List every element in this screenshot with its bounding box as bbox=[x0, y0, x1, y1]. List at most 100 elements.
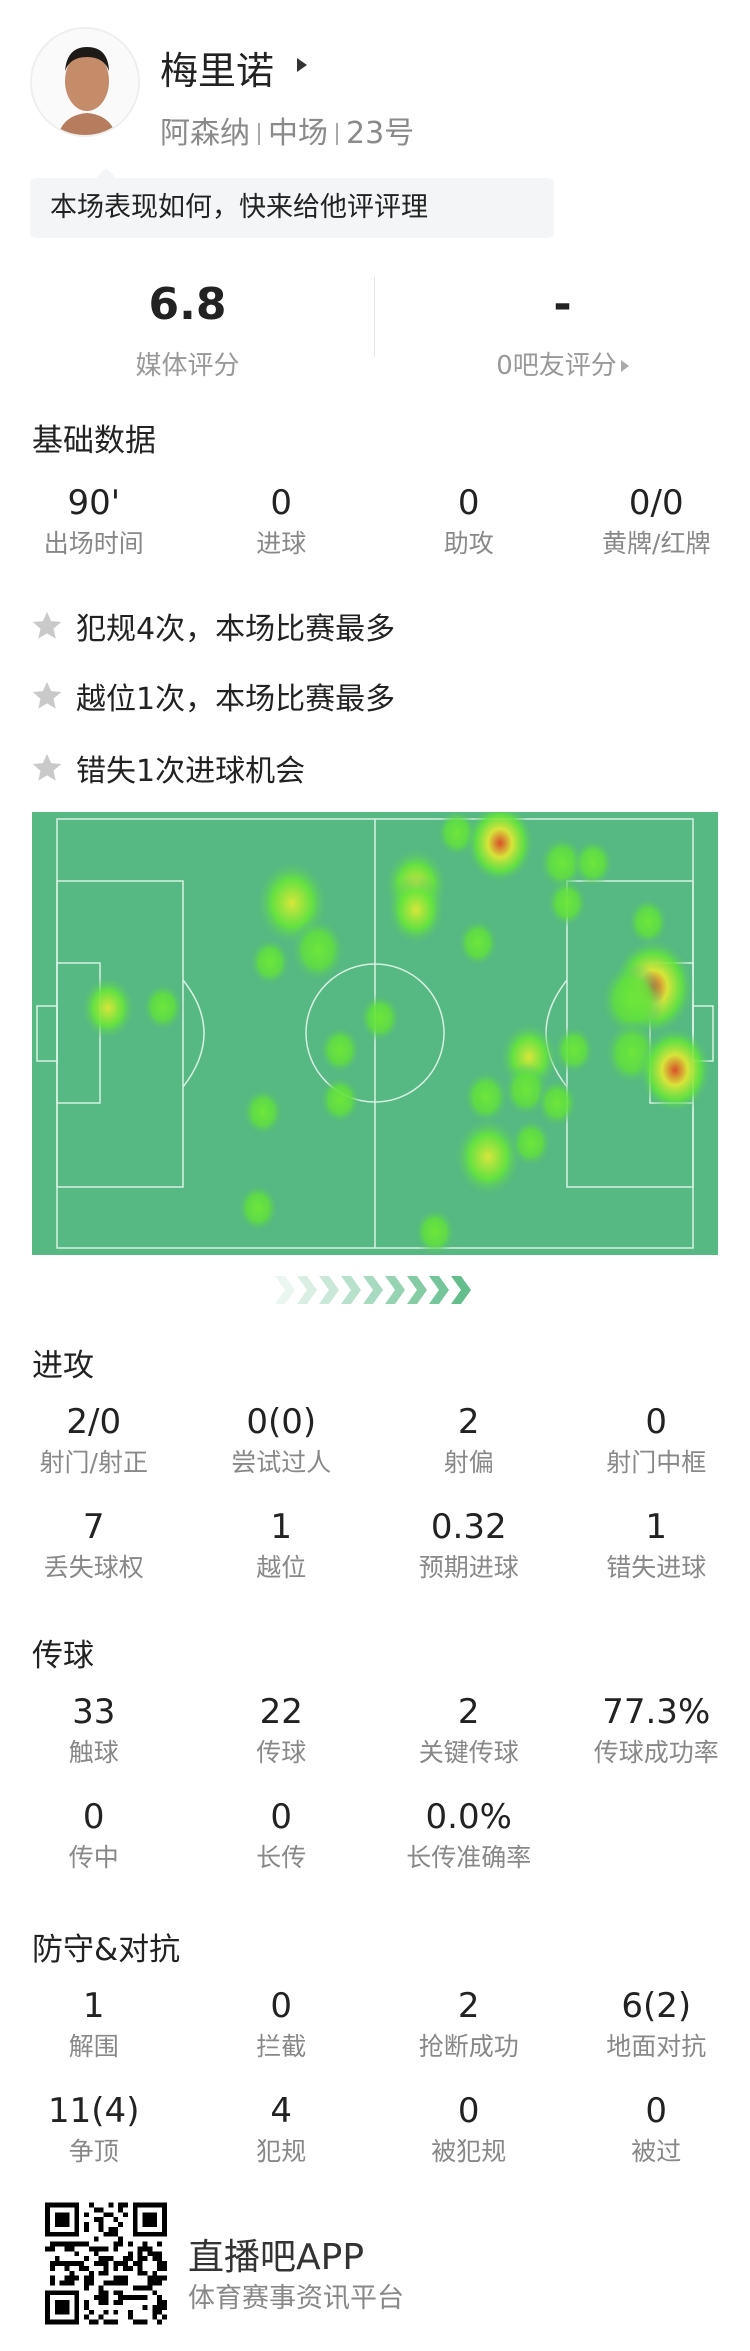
stat-value: 7 bbox=[82, 1507, 105, 1547]
section-title: 防守&对抗 bbox=[32, 1932, 181, 1968]
stat-value: 0 bbox=[645, 1402, 668, 1442]
heat-spot bbox=[414, 1207, 456, 1255]
stat-cell: 7 丢失球权 bbox=[0, 1506, 188, 1611]
stat-row: 7 丢失球权 1 越位 0.32 预期进球 1 错失进球 bbox=[0, 1506, 750, 1611]
heatmap-pitch bbox=[32, 812, 718, 1255]
stat-value: 1 bbox=[270, 1507, 293, 1547]
stat-cell: 0 被犯规 bbox=[375, 2090, 563, 2195]
player-name[interactable]: 梅里诺 bbox=[160, 49, 275, 93]
stat-label: 犯规 bbox=[256, 2137, 307, 2166]
stat-row: 11(4) 争顶 4 犯规 0 被犯规 0 被过 bbox=[0, 2090, 750, 2195]
stat-label: 被过 bbox=[631, 2137, 682, 2166]
heat-spot bbox=[465, 812, 535, 884]
stat-value: 0.0% bbox=[425, 1797, 512, 1837]
stat-label: 尝试过人 bbox=[231, 1448, 332, 1477]
stat-value: 0 bbox=[270, 1797, 293, 1837]
heat-spot bbox=[510, 1118, 552, 1168]
separator bbox=[258, 123, 260, 145]
stat-cell: 1 错失进球 bbox=[563, 1506, 750, 1611]
stat-value: 0.32 bbox=[430, 1507, 507, 1547]
stat-row: 33 触球 22 传球 2 关键传球 77.3% 传球成功率 bbox=[0, 1691, 750, 1796]
section-stats: 33 触球 22 传球 2 关键传球 77.3% 传球成功率 0 传中 0 长传 0.0% 长传准确率 bbox=[0, 1691, 750, 1901]
stat-label: 射门/射正 bbox=[39, 1448, 148, 1477]
stat-label: 进球 bbox=[256, 529, 307, 558]
highlight-text: 错失1次进球机会 bbox=[76, 754, 306, 789]
stat-cell: 6(2) 地面对抗 bbox=[563, 1985, 750, 2090]
heat-spot bbox=[290, 917, 346, 983]
stat-value: 22 bbox=[259, 1692, 303, 1732]
media-rating-label: 媒体评分 bbox=[135, 351, 240, 381]
stat-value: 6(2) bbox=[621, 1986, 692, 2026]
heat-spot bbox=[237, 1183, 279, 1233]
stat-label: 长传准确率 bbox=[406, 1843, 532, 1872]
stat-value: 0 bbox=[457, 483, 480, 523]
heat-spot bbox=[539, 836, 585, 890]
highlight-item: 越位1次，本场比赛最多 bbox=[30, 674, 395, 718]
stat-label: 助攻 bbox=[443, 529, 494, 558]
stat-cell: 0 助攻 bbox=[375, 482, 563, 587]
stat-value: 0(0) bbox=[246, 1402, 317, 1442]
section-stats: 2/0 射门/射正 0(0) 尝试过人 2 射偏 0 射门中框 7 丢失球权 1 越位 0.32 预期进球… bbox=[0, 1401, 750, 1611]
fan-rating-text: 0吧友评分 bbox=[496, 351, 617, 381]
app-tagline: 体育赛事资讯平台 bbox=[188, 2283, 404, 2314]
highlight-text: 越位1次，本场比赛最多 bbox=[76, 682, 396, 717]
heat-spot bbox=[319, 1025, 361, 1075]
player-photo-icon bbox=[32, 29, 138, 135]
stat-cell: 2 关键传球 bbox=[375, 1691, 563, 1796]
stat-value: 0 bbox=[270, 483, 293, 523]
heat-spot bbox=[359, 993, 401, 1043]
caret-right-icon[interactable] bbox=[297, 58, 307, 72]
caret-right-icon bbox=[620, 360, 629, 372]
stat-label: 争顶 bbox=[68, 2137, 119, 2166]
stat-label: 射偏 bbox=[443, 1448, 494, 1477]
media-rating: 6.8 媒体评分 bbox=[0, 275, 375, 382]
stat-label: 触球 bbox=[68, 1738, 119, 1767]
stat-value: 0 bbox=[82, 1797, 105, 1837]
stat-value: 33 bbox=[72, 1692, 116, 1732]
stat-label: 传球成功率 bbox=[593, 1738, 719, 1767]
arrow-chevron-icon bbox=[319, 1276, 339, 1304]
stat-value: 0 bbox=[457, 2091, 480, 2131]
heat-spot bbox=[536, 1078, 578, 1128]
stat-cell: 33 触球 bbox=[0, 1691, 188, 1796]
arrow-chevron-icon bbox=[429, 1276, 449, 1304]
heat-spot bbox=[572, 838, 614, 888]
stat-cell: 0.32 预期进球 bbox=[375, 1506, 563, 1611]
fan-rating-label[interactable]: 0吧友评分 bbox=[375, 345, 750, 382]
heat-spot bbox=[142, 982, 184, 1032]
stat-value: 2/0 bbox=[66, 1402, 122, 1442]
player-avatar[interactable] bbox=[30, 27, 140, 137]
stat-cell: 0/0 黄牌/红牌 bbox=[563, 482, 750, 587]
stat-label: 出场时间 bbox=[43, 529, 144, 558]
stat-row: 2/0 射门/射正 0(0) 尝试过人 2 射偏 0 射门中框 bbox=[0, 1401, 750, 1506]
arrow-chevron-icon bbox=[407, 1276, 427, 1304]
stat-label: 被犯规 bbox=[431, 2137, 507, 2166]
section-stats: 1 解围 0 拦截 2 抢断成功 6(2) 地面对抗 11(4) 争顶 4 犯规 0 被犯规 0 被过 bbox=[0, 1985, 750, 2195]
stat-row: 90' 出场时间 0 进球 0 助攻 0/0 黄牌/红牌 bbox=[0, 482, 750, 587]
stat-cell: 2 射偏 bbox=[375, 1401, 563, 1506]
heat-spot bbox=[453, 1116, 523, 1198]
heat-spot bbox=[242, 1087, 284, 1137]
highlight-item: 错失1次进球机会 bbox=[30, 746, 305, 790]
heat-spot bbox=[80, 975, 136, 1041]
stat-label: 预期进球 bbox=[418, 1553, 519, 1582]
heat-spot bbox=[546, 878, 588, 928]
heat-spot bbox=[553, 1025, 595, 1075]
stat-cell: 0 拦截 bbox=[188, 1985, 376, 2090]
stat-cell: 0 射门中框 bbox=[563, 1401, 750, 1506]
stat-cell: 0 被过 bbox=[563, 2090, 750, 2195]
stat-label: 错失进球 bbox=[606, 1553, 707, 1582]
basic-stats: 90' 出场时间 0 进球 0 助攻 0/0 黄牌/红牌 bbox=[0, 482, 750, 587]
fan-rating[interactable]: - 0吧友评分 bbox=[375, 275, 750, 382]
arrow-chevron-icon bbox=[297, 1276, 317, 1304]
stat-value: 1 bbox=[645, 1507, 668, 1547]
rate-prompt-bubble[interactable]: 本场表现如何，快来给他评评理 bbox=[30, 168, 554, 238]
player-position: 中场 bbox=[268, 116, 328, 151]
stat-label: 地面对抗 bbox=[606, 2032, 707, 2061]
qr-code bbox=[45, 2202, 167, 2325]
highlight-item: 犯规4次，本场比赛最多 bbox=[30, 604, 395, 648]
fan-rating-value: - bbox=[553, 279, 572, 330]
stat-value: 4 bbox=[270, 2091, 293, 2131]
arrow-chevron-icon bbox=[385, 1276, 405, 1304]
stat-label: 传中 bbox=[68, 1843, 119, 1872]
